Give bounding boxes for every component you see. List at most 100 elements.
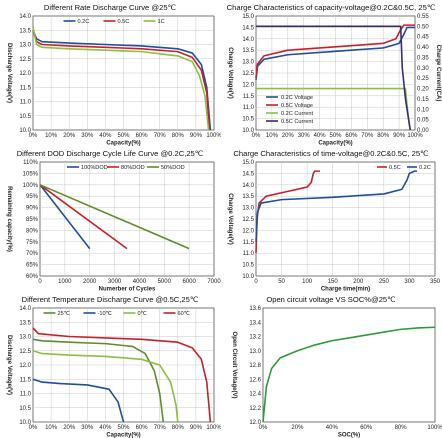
chart-p4: Charge Characteristics of time-voltage@0… bbox=[221, 146, 442, 292]
series-line-0-2c bbox=[255, 170, 418, 242]
x-axis-label: Capacity(%) bbox=[106, 433, 140, 438]
y-tick-label: 12.0 bbox=[242, 228, 254, 234]
y2-tick-label: 0.10 bbox=[417, 107, 429, 113]
y-tick-label: 13.6 bbox=[249, 306, 261, 312]
chart-p1-svg: Different Rate Discharge Curve @25℃ 0% 10%… bbox=[6, 3, 221, 147]
x-tick-label: 90% bbox=[190, 425, 203, 431]
y-tick-label: 10.0 bbox=[242, 274, 254, 280]
y-tick-label: 12.5 bbox=[19, 57, 31, 63]
chart-p2-svg: Charge Characteristics of capacity-volta… bbox=[227, 3, 441, 147]
chart-p6-svg: Open circuit voltage VS SOC%@25℃ 0% 20% 40%… bbox=[231, 295, 442, 438]
x-tick-label: 60% bbox=[136, 425, 149, 431]
y2-tick-label: 0.25 bbox=[417, 76, 429, 82]
series-line--10- bbox=[32, 378, 125, 423]
y-tick-label: 12.0 bbox=[19, 71, 31, 77]
x-tick-label: 70% bbox=[154, 425, 167, 431]
chart-title: Charge Characteristics of capacity-volta… bbox=[227, 3, 436, 12]
y-tick-label: 13.4 bbox=[249, 320, 261, 326]
y-tick-label: 80% bbox=[26, 228, 39, 234]
y-tick-label: 11.5 bbox=[243, 240, 255, 246]
x-tick-label: 7000 bbox=[207, 279, 221, 285]
chart-title: Open circuit voltage VS SOC%@25℃ bbox=[266, 295, 396, 304]
y-tick-label: 95% bbox=[26, 194, 39, 200]
y-tick-label: 14.0 bbox=[19, 14, 31, 20]
legend-label: 50%DOD bbox=[161, 165, 185, 171]
y-axis-label: Discharge Voltage(V) bbox=[6, 43, 12, 103]
x-tick-label: 30% bbox=[298, 133, 311, 139]
y-tick-label: 105% bbox=[23, 171, 39, 177]
y-tick-label: 12.8 bbox=[249, 363, 261, 369]
y-tick-label: 13.5 bbox=[19, 320, 31, 326]
x-tick-label: 30% bbox=[81, 133, 94, 139]
x-tick-label: 20% bbox=[291, 425, 304, 431]
series-line-100-dod bbox=[39, 184, 91, 250]
x-tick-label: 150 bbox=[328, 279, 339, 285]
x-tick-label: 80% bbox=[172, 133, 185, 139]
x-tick-label: 20% bbox=[282, 133, 295, 139]
y-tick-label: 90% bbox=[26, 206, 39, 212]
x-tick-label: 100% bbox=[427, 425, 442, 431]
legend-label: 0.5C Current bbox=[281, 119, 313, 125]
x-tick-label: 0 bbox=[254, 279, 258, 285]
legend-label: 1C bbox=[158, 19, 165, 25]
y-tick-label: 14.0 bbox=[242, 183, 254, 189]
y-tick-label: 12.5 bbox=[19, 349, 31, 355]
y-tick-label: 13.5 bbox=[242, 48, 254, 54]
y-tick-label: 12.6 bbox=[249, 377, 261, 383]
y-tick-label: 15.0 bbox=[242, 14, 254, 20]
y-tick-label: 11.5 bbox=[20, 85, 32, 91]
y-tick-label: 10.5 bbox=[19, 406, 31, 412]
x-tick-label: 0% bbox=[259, 425, 268, 431]
y2-tick-label: 0.35 bbox=[417, 55, 429, 61]
x-axis-label: SOC(%) bbox=[338, 433, 360, 438]
x-tick-label: 6000 bbox=[182, 279, 196, 285]
x-tick-label: 0% bbox=[29, 425, 38, 431]
series-line-0-2c-voltage bbox=[255, 26, 415, 80]
y-axis-label: Charge Voltage(V) bbox=[227, 193, 233, 245]
y-tick-label: 12.0 bbox=[249, 420, 261, 426]
y-tick-label: 12.2 bbox=[249, 406, 261, 412]
x-axis-label: Capacity(%) bbox=[106, 141, 140, 147]
legend-label: 0.5C bbox=[118, 19, 130, 25]
legend-label: 0.2C Current bbox=[281, 111, 313, 117]
x-tick-label: 5000 bbox=[158, 279, 172, 285]
chart-p4-svg: Charge Characteristics of time-voltage@0… bbox=[227, 149, 441, 292]
y-tick-label: 13.0 bbox=[242, 60, 254, 66]
y-tick-label: 13.0 bbox=[19, 335, 31, 341]
y2-tick-label: 0.45 bbox=[417, 35, 429, 41]
x-tick-label: 10% bbox=[266, 133, 279, 139]
y-axis-label: Discharge Voltage(V) bbox=[6, 335, 12, 395]
y-tick-label: 12.0 bbox=[242, 82, 254, 88]
x-tick-label: 3000 bbox=[108, 279, 122, 285]
series-line-25- bbox=[32, 338, 165, 423]
y-tick-label: 14.0 bbox=[242, 37, 254, 43]
x-tick-label: 40% bbox=[314, 133, 327, 139]
y-tick-label: 12.5 bbox=[242, 71, 254, 77]
x-tick-label: 0% bbox=[29, 133, 38, 139]
legend-label: 25℃ bbox=[58, 311, 71, 317]
x-tick-label: 100 bbox=[302, 279, 313, 285]
chart-p3-svg: Different DOD Discharge Cycle Life Curve… bbox=[6, 149, 221, 292]
x-tick-label: 80% bbox=[395, 425, 408, 431]
y-axis-label: Remaining capacity(%) bbox=[6, 186, 12, 252]
y2-tick-label: 0.20 bbox=[417, 87, 429, 93]
x-tick-label: 60% bbox=[136, 133, 149, 139]
legend-label: 0.2C Voltage bbox=[281, 95, 313, 101]
y-tick-label: 10.0 bbox=[19, 128, 31, 134]
y-tick-label: 13.0 bbox=[249, 349, 261, 355]
y2-axis-label: Charge Current(CA) bbox=[435, 45, 441, 102]
y-tick-label: 15.0 bbox=[242, 160, 254, 166]
y-tick-label: 13.2 bbox=[249, 335, 261, 341]
chart-p6: Open circuit voltage VS SOC%@25℃ 0% 20% 40%… bbox=[221, 292, 442, 438]
x-tick-label: 300 bbox=[404, 279, 415, 285]
x-tick-label: 100% bbox=[407, 133, 423, 139]
x-tick-label: 10% bbox=[45, 425, 58, 431]
x-tick-label: 100% bbox=[206, 133, 221, 139]
legend-label: 60℃ bbox=[178, 311, 191, 317]
y-tick-label: 10.0 bbox=[242, 128, 254, 134]
y-tick-label: 65% bbox=[26, 263, 39, 269]
x-tick-label: 4000 bbox=[133, 279, 147, 285]
chart-p5-svg: Different Temperature Discharge Curve @0… bbox=[6, 295, 221, 438]
x-axis-label: Capacity(%) bbox=[318, 141, 352, 147]
y-tick-label: 13.5 bbox=[19, 28, 31, 34]
